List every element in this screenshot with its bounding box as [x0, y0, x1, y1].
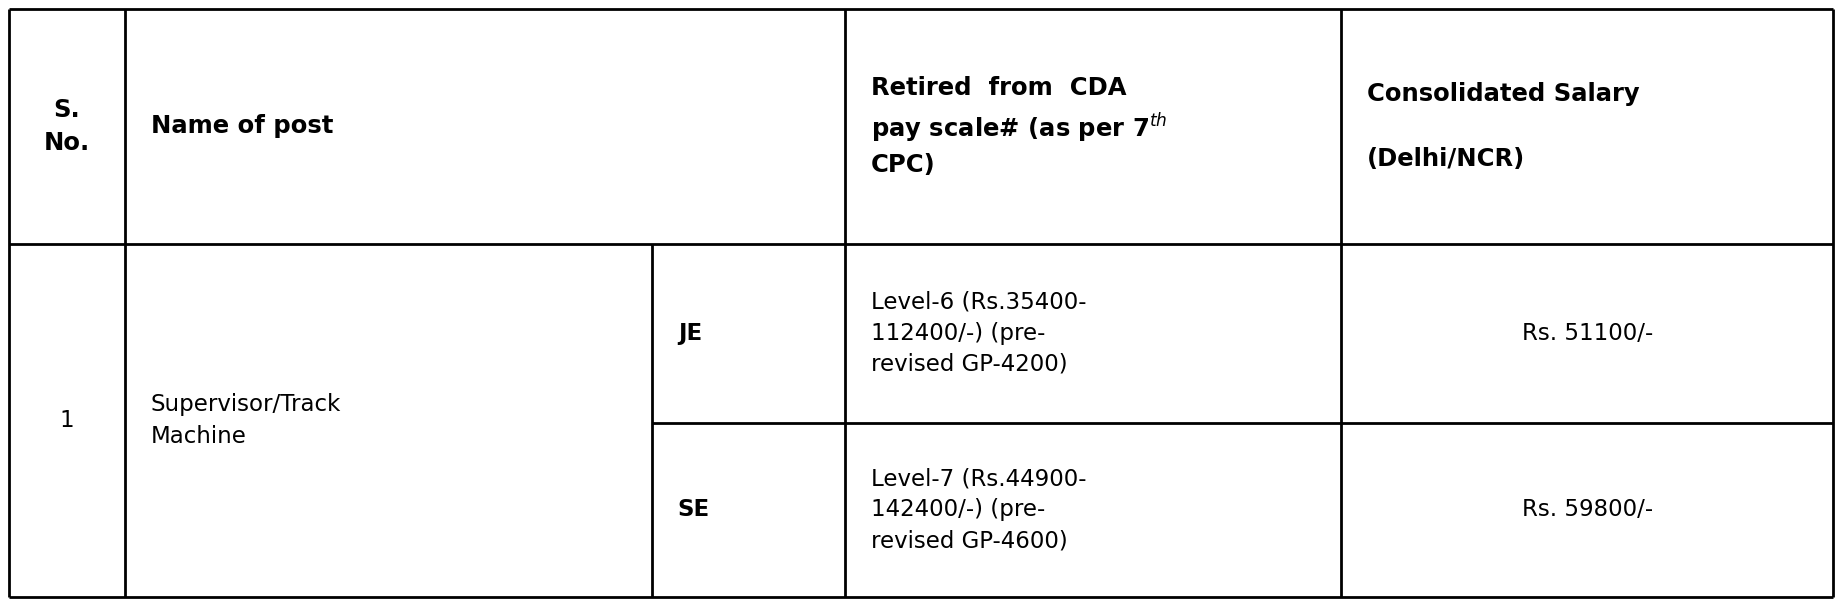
Text: Supervisor/Track
Machine: Supervisor/Track Machine [151, 394, 342, 447]
Text: Rs. 51100/-: Rs. 51100/- [1521, 321, 1653, 345]
Text: Consolidated Salary

(Delhi/NCR): Consolidated Salary (Delhi/NCR) [1367, 82, 1639, 171]
Text: Level-7 (Rs.44900-
142400/-) (pre-
revised GP-4600): Level-7 (Rs.44900- 142400/-) (pre- revis… [871, 467, 1086, 553]
Text: S.
No.: S. No. [44, 98, 90, 155]
Text: Retired  from  CDA
pay scale# (as per 7$^{th}$
CPC): Retired from CDA pay scale# (as per 7$^{… [871, 76, 1166, 177]
Text: Name of post: Name of post [151, 114, 332, 138]
Text: Level-6 (Rs.35400-
112400/-) (pre-
revised GP-4200): Level-6 (Rs.35400- 112400/-) (pre- revis… [871, 291, 1086, 376]
Text: Rs. 59800/-: Rs. 59800/- [1521, 498, 1653, 521]
Text: SE: SE [678, 498, 709, 521]
Text: 1: 1 [61, 409, 73, 432]
Text: JE: JE [678, 321, 702, 345]
